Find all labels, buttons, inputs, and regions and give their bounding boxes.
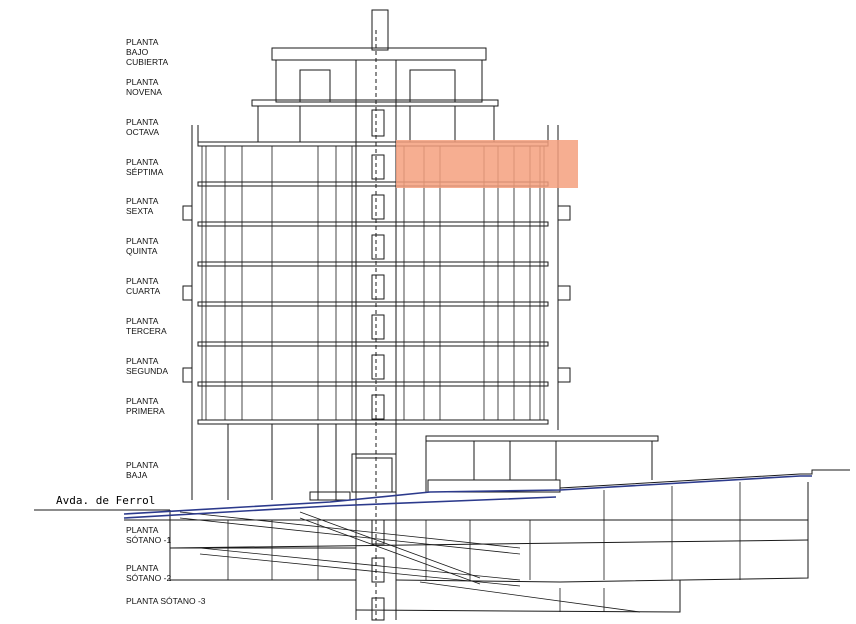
floor-label-septima: PLANTA SÉPTIMA [126,157,164,177]
typical-floors [197,141,549,425]
floor-label-cuarta: PLANTA CUARTA [126,276,161,296]
ground-floor [191,424,659,501]
floor-label-baja: PLANTA BAJA [126,460,159,480]
street-label: Avda. de Ferrol [56,494,156,507]
street-pavement-line [123,475,812,519]
chimney [371,9,389,51]
novena-slab [251,99,499,107]
basement-levels [124,482,809,620]
floor-label-octava: PLANTA OCTAVA [126,117,160,137]
septima-highlight [396,140,578,188]
floor-label-primera: PLANTA PRIMERA [126,396,165,416]
mullions [224,146,531,420]
rear-terrain [559,469,850,489]
floor-label-sotano-3: PLANTA SÓTANO -3 [126,596,206,606]
roof-volume [275,59,483,103]
floor-label-sotano-2: PLANTA SÓTANO -2 [126,563,172,583]
floor-label-sexta: PLANTA SEXTA [126,196,159,216]
floor-label-sotano-1: PLANTA SÓTANO -1 [126,525,172,545]
floor-label-tercera: PLANTA TERCERA [126,316,167,336]
floor-label-novena: PLANTA NOVENA [126,77,162,97]
floor-label-quinta: PLANTA QUINTA [126,236,159,256]
floor-label-bajo-cubierta: PLANTA BAJO CUBIERTA [126,37,169,67]
floor-label-segunda: PLANTA SEGUNDA [126,356,169,376]
ramps [179,511,641,613]
